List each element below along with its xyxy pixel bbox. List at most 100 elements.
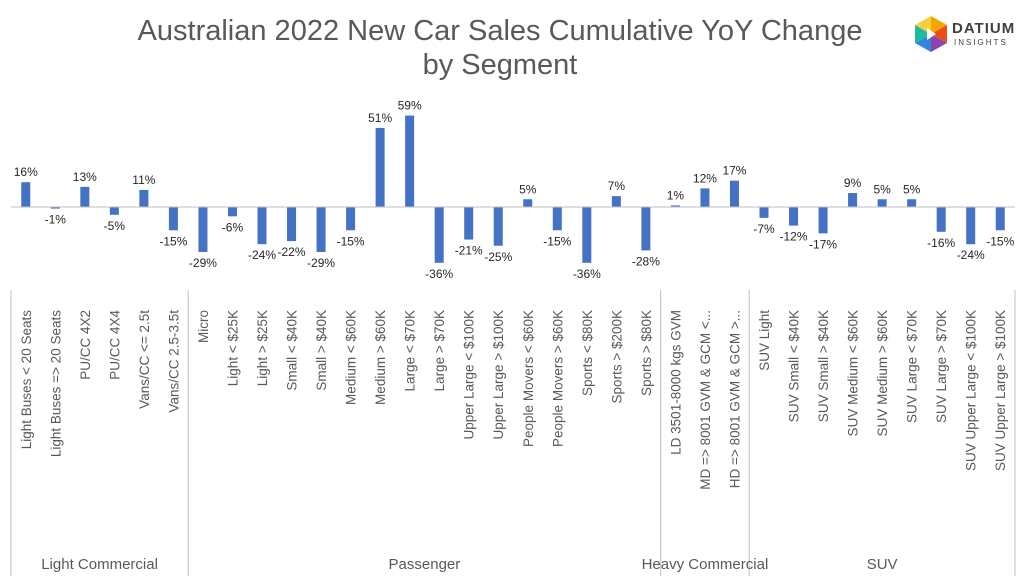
bar-11	[346, 207, 356, 231]
bar-28	[848, 193, 858, 207]
category-label: PU/CC 4X4	[107, 310, 122, 380]
data-label: -7%	[753, 222, 775, 236]
data-label: -6%	[222, 220, 244, 234]
category-label: Light > $25K	[255, 310, 270, 386]
bar-15	[464, 207, 474, 240]
category-label: People Movers < $60K	[521, 310, 536, 447]
datium-logo-icon	[915, 16, 947, 52]
logo-wordmark: DATIUM	[952, 20, 1016, 37]
data-label: -29%	[189, 256, 217, 270]
data-label: 17%	[722, 164, 746, 178]
category-label: Large > $70K	[432, 310, 447, 391]
data-label: -36%	[425, 267, 453, 281]
bar-20	[611, 196, 621, 207]
data-label: -15%	[543, 234, 571, 248]
bar-12	[375, 127, 385, 207]
category-label: Medium < $60K	[344, 310, 359, 405]
bar-7	[227, 207, 237, 217]
category-label: Medium > $60K	[373, 310, 388, 405]
bar-8	[257, 207, 267, 245]
bar-24	[729, 180, 739, 207]
bar-0	[21, 182, 31, 207]
category-label: Upper Large < $100K	[462, 310, 477, 439]
category-label: Light Buses => 20 Seats	[48, 310, 63, 457]
bar-1	[50, 207, 60, 209]
data-label: -29%	[307, 256, 335, 270]
bar-10	[316, 207, 326, 252]
data-label: 5%	[873, 182, 891, 196]
bar-27	[818, 207, 828, 234]
bar-25	[759, 207, 769, 218]
bar-19	[582, 207, 592, 263]
data-label: -24%	[957, 248, 985, 262]
bar-3	[109, 207, 119, 215]
data-label: -21%	[455, 244, 483, 258]
data-label: 1%	[667, 188, 685, 202]
data-label: -15%	[986, 234, 1014, 248]
category-label: Small < $40K	[285, 310, 300, 391]
group-label: Heavy Commercial	[642, 556, 769, 573]
bar-23	[700, 188, 710, 207]
data-label: -17%	[809, 237, 837, 251]
data-label: 7%	[608, 179, 626, 193]
data-label: 9%	[844, 176, 862, 190]
bar-33	[995, 207, 1005, 231]
category-label: Light < $25K	[225, 310, 240, 386]
data-label: -24%	[248, 248, 276, 262]
bar-14	[434, 207, 444, 263]
category-label: Light Buses < 20 Seats	[19, 310, 34, 449]
data-label: 59%	[398, 99, 422, 113]
chart-title: Australian 2022 New Car Sales Cumulative…	[137, 15, 863, 81]
bar-9	[287, 207, 297, 242]
group-label: Passenger	[389, 556, 461, 573]
bar-31	[936, 207, 946, 232]
data-label: -1%	[45, 213, 67, 227]
bar-26	[789, 207, 799, 226]
data-label: 5%	[519, 182, 537, 196]
bar-6	[198, 207, 208, 252]
data-label: -12%	[780, 230, 808, 244]
data-label: -16%	[927, 236, 955, 250]
category-label: Small > $40K	[314, 310, 329, 391]
category-label: Large < $70K	[403, 310, 418, 391]
data-label: 13%	[73, 170, 97, 184]
data-label: 51%	[368, 111, 392, 125]
bar-16	[493, 207, 503, 246]
data-label: 5%	[903, 182, 921, 196]
bar-29	[877, 199, 887, 207]
bar-32	[966, 207, 976, 245]
category-label: HD => 8001 GVM & GCM >...	[727, 310, 742, 488]
bar-13	[405, 115, 415, 207]
logo-subtext: INSIGHTS	[954, 38, 1008, 47]
data-label: -36%	[573, 267, 601, 281]
category-label: SUV Upper Large < $100K	[964, 310, 979, 471]
category-label: SUV Medium > $60K	[875, 310, 890, 436]
data-label: 11%	[132, 173, 155, 187]
category-label: SUV Small < $40K	[787, 310, 802, 422]
data-label: 16%	[14, 165, 38, 179]
data-label: -15%	[337, 234, 365, 248]
data-label: 12%	[693, 171, 717, 185]
bar-5	[168, 207, 178, 231]
category-label: MD => 8001 GVM & GCM <...	[698, 310, 713, 490]
category-label: SUV Medium < $60K	[846, 310, 861, 436]
category-label: SUV Large < $70K	[905, 310, 920, 423]
category-label: Sports > $80K	[639, 310, 654, 396]
data-label: -28%	[632, 254, 660, 268]
category-label: SUV Large > $70K	[934, 310, 949, 423]
bar-22	[670, 205, 680, 207]
category-label: SUV Light	[757, 310, 772, 371]
category-label: Upper Large > $100K	[491, 310, 506, 439]
bar-30	[907, 199, 917, 207]
group-label: Light Commercial	[41, 556, 158, 573]
bar-21	[641, 207, 651, 251]
category-label: Vans/CC 2.5-3.5t	[166, 310, 181, 413]
category-label: Micro	[196, 310, 211, 343]
bar-4	[139, 189, 149, 207]
category-label: SUV Upper Large > $100K	[993, 310, 1008, 471]
group-label: SUV	[867, 556, 898, 573]
category-label: Sports > $200K	[609, 310, 624, 403]
data-label: -15%	[159, 234, 187, 248]
category-label: Vans/CC <= 2.5t	[137, 310, 152, 409]
category-label: LD 3501-8000 kgs GVM	[668, 310, 683, 455]
